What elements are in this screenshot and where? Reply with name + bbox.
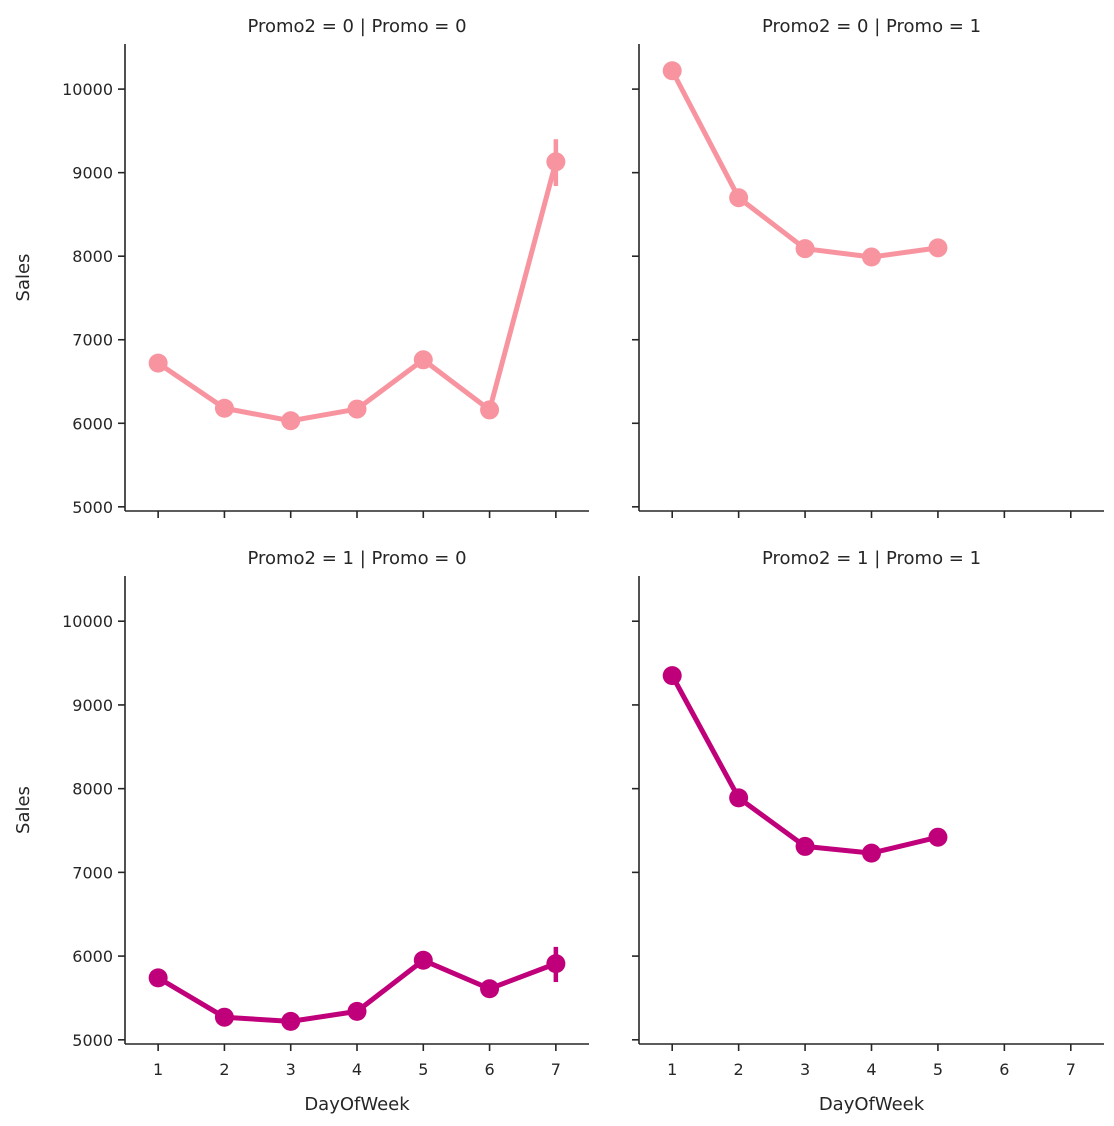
- data-point: [928, 238, 948, 258]
- y-tick-label: 7000: [72, 331, 113, 350]
- series-line: [669, 673, 941, 856]
- y-axis-label: Sales: [13, 254, 34, 302]
- data-point: [214, 398, 234, 418]
- data-point: [413, 950, 433, 970]
- facet-title: Promo2 = 0 | Promo = 1: [762, 16, 981, 37]
- x-tick-label: 1: [153, 1060, 163, 1079]
- x-tick-label: 2: [219, 1060, 229, 1079]
- data-point: [795, 239, 815, 259]
- y-tick-label: 6000: [72, 414, 113, 433]
- x-tick-label: 4: [866, 1060, 876, 1079]
- data-point: [281, 411, 301, 431]
- series-line: [155, 159, 559, 424]
- x-tick-label: 3: [286, 1060, 296, 1079]
- facet-panels: Promo2 = 0 | Promo = 0 5000 6000 7000 8000 90…: [13, 16, 1104, 1115]
- y-tick-label: 7000: [72, 863, 113, 882]
- data-point: [214, 1007, 234, 1027]
- x-tick-label: 1: [667, 1060, 677, 1079]
- y-tick-label: 9000: [72, 696, 113, 715]
- data-point: [347, 1001, 367, 1021]
- y-tick-label: 5000: [72, 1031, 113, 1050]
- x-tick-label: 4: [352, 1060, 362, 1079]
- y-axis-label: Sales: [13, 786, 34, 834]
- y-tick-label: 8000: [72, 780, 113, 799]
- data-point: [662, 61, 682, 81]
- x-tick-label: 5: [418, 1060, 428, 1079]
- facet-panel-2: Promo2 = 0 | Promo = 1: [632, 16, 1104, 518]
- facet-panel-1: Promo2 = 0 | Promo = 0 5000 6000 7000 8000 90…: [13, 16, 589, 518]
- y-tick-label: 8000: [72, 247, 113, 266]
- facet-title: Promo2 = 0 | Promo = 0: [247, 16, 466, 37]
- data-point: [729, 188, 749, 208]
- y-tick-label: 9000: [72, 164, 113, 183]
- x-axis-label: DayOfWeek: [819, 1094, 925, 1115]
- data-point: [413, 350, 433, 370]
- x-axis-label: DayOfWeek: [304, 1094, 410, 1115]
- data-point: [347, 399, 367, 419]
- data-point: [928, 827, 948, 847]
- data-point: [795, 836, 815, 856]
- facet-title: Promo2 = 1 | Promo = 1: [762, 548, 981, 569]
- data-point: [662, 666, 682, 686]
- data-point: [862, 247, 881, 267]
- x-tick-label: 7: [1066, 1060, 1076, 1079]
- data-point: [148, 353, 168, 373]
- data-point: [546, 954, 566, 974]
- data-point: [148, 968, 168, 988]
- series-line: [669, 68, 941, 260]
- facet-title: Promo2 = 1 | Promo = 0: [247, 548, 466, 569]
- facet-panel-4: Promo2 = 1 | Promo = 1 1 2 3 4 5 6 7 DayOfWeek: [632, 548, 1104, 1115]
- y-tick-label: 10000: [62, 80, 113, 99]
- x-tick-label: 7: [551, 1060, 561, 1079]
- x-tick-label: 2: [734, 1060, 744, 1079]
- data-point: [862, 843, 881, 863]
- facet-panel-3: Promo2 = 1 | Promo = 0 5000 6000 7000 8000 90…: [13, 548, 589, 1115]
- data-point: [729, 788, 749, 808]
- y-tick-label: 6000: [72, 947, 113, 966]
- y-tick-label: 10000: [62, 612, 113, 631]
- x-tick-label: 3: [800, 1060, 810, 1079]
- y-tick-label: 5000: [72, 498, 113, 517]
- data-point: [281, 1011, 301, 1031]
- x-tick-label: 6: [484, 1060, 494, 1079]
- x-tick-label: 5: [933, 1060, 943, 1079]
- data-point: [546, 152, 566, 172]
- data-point: [480, 400, 500, 420]
- x-tick-label: 6: [999, 1060, 1009, 1079]
- data-point: [480, 979, 500, 999]
